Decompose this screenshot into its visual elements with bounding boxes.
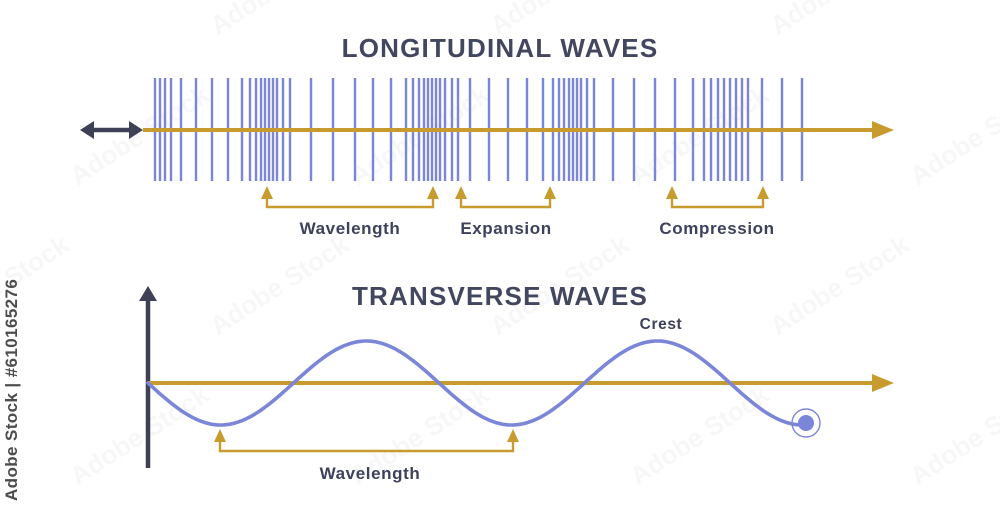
bracket-arrowhead-icon bbox=[261, 186, 273, 199]
wave-end-particle-icon bbox=[798, 415, 814, 431]
longitudinal-axis-arrowhead-icon bbox=[872, 121, 894, 139]
stock-id-watermark: Adobe Stock | #610165276 bbox=[2, 278, 21, 501]
bracket-wavelength-trans bbox=[214, 429, 519, 453]
bracket-line bbox=[459, 197, 552, 209]
transverse-vertical-axis-arrowhead-icon bbox=[139, 286, 157, 301]
bracket-compression bbox=[666, 186, 769, 209]
compression-label: Compression bbox=[659, 219, 775, 238]
crest-label: Crest bbox=[639, 316, 683, 333]
longitudinal-wavelength-label: Wavelength bbox=[299, 219, 401, 238]
bracket-arrowhead-icon bbox=[427, 186, 439, 199]
bracket-arrowhead-icon bbox=[544, 186, 556, 199]
bracket-line bbox=[670, 197, 765, 209]
expansion-label: Expansion bbox=[460, 219, 552, 238]
bracket-expansion bbox=[455, 186, 556, 209]
bracket-arrowhead-icon bbox=[757, 186, 769, 199]
bracket-arrowhead-icon bbox=[214, 429, 226, 442]
bracket-line bbox=[218, 440, 515, 453]
longitudinal-waves-title: LONGITUDINAL WAVES bbox=[341, 33, 659, 63]
transverse-waves-title: TRANSVERSE WAVES bbox=[351, 281, 649, 311]
wave-end-ring-icon bbox=[791, 408, 821, 438]
transverse-axis-arrowhead-icon bbox=[872, 374, 894, 392]
bracket-arrowhead-icon bbox=[507, 429, 519, 442]
bracket-line bbox=[265, 197, 435, 209]
bracket-wavelength bbox=[261, 186, 439, 209]
measurement-brackets bbox=[214, 186, 769, 453]
transverse-wavelength-label: Wavelength bbox=[319, 464, 421, 483]
oscillation-arrow-left-head-icon bbox=[80, 121, 94, 139]
bracket-arrowhead-icon bbox=[455, 186, 467, 199]
transverse-sine-wave bbox=[146, 339, 807, 427]
oscillation-arrow-right-head-icon bbox=[129, 121, 143, 139]
bracket-arrowhead-icon bbox=[666, 186, 678, 199]
